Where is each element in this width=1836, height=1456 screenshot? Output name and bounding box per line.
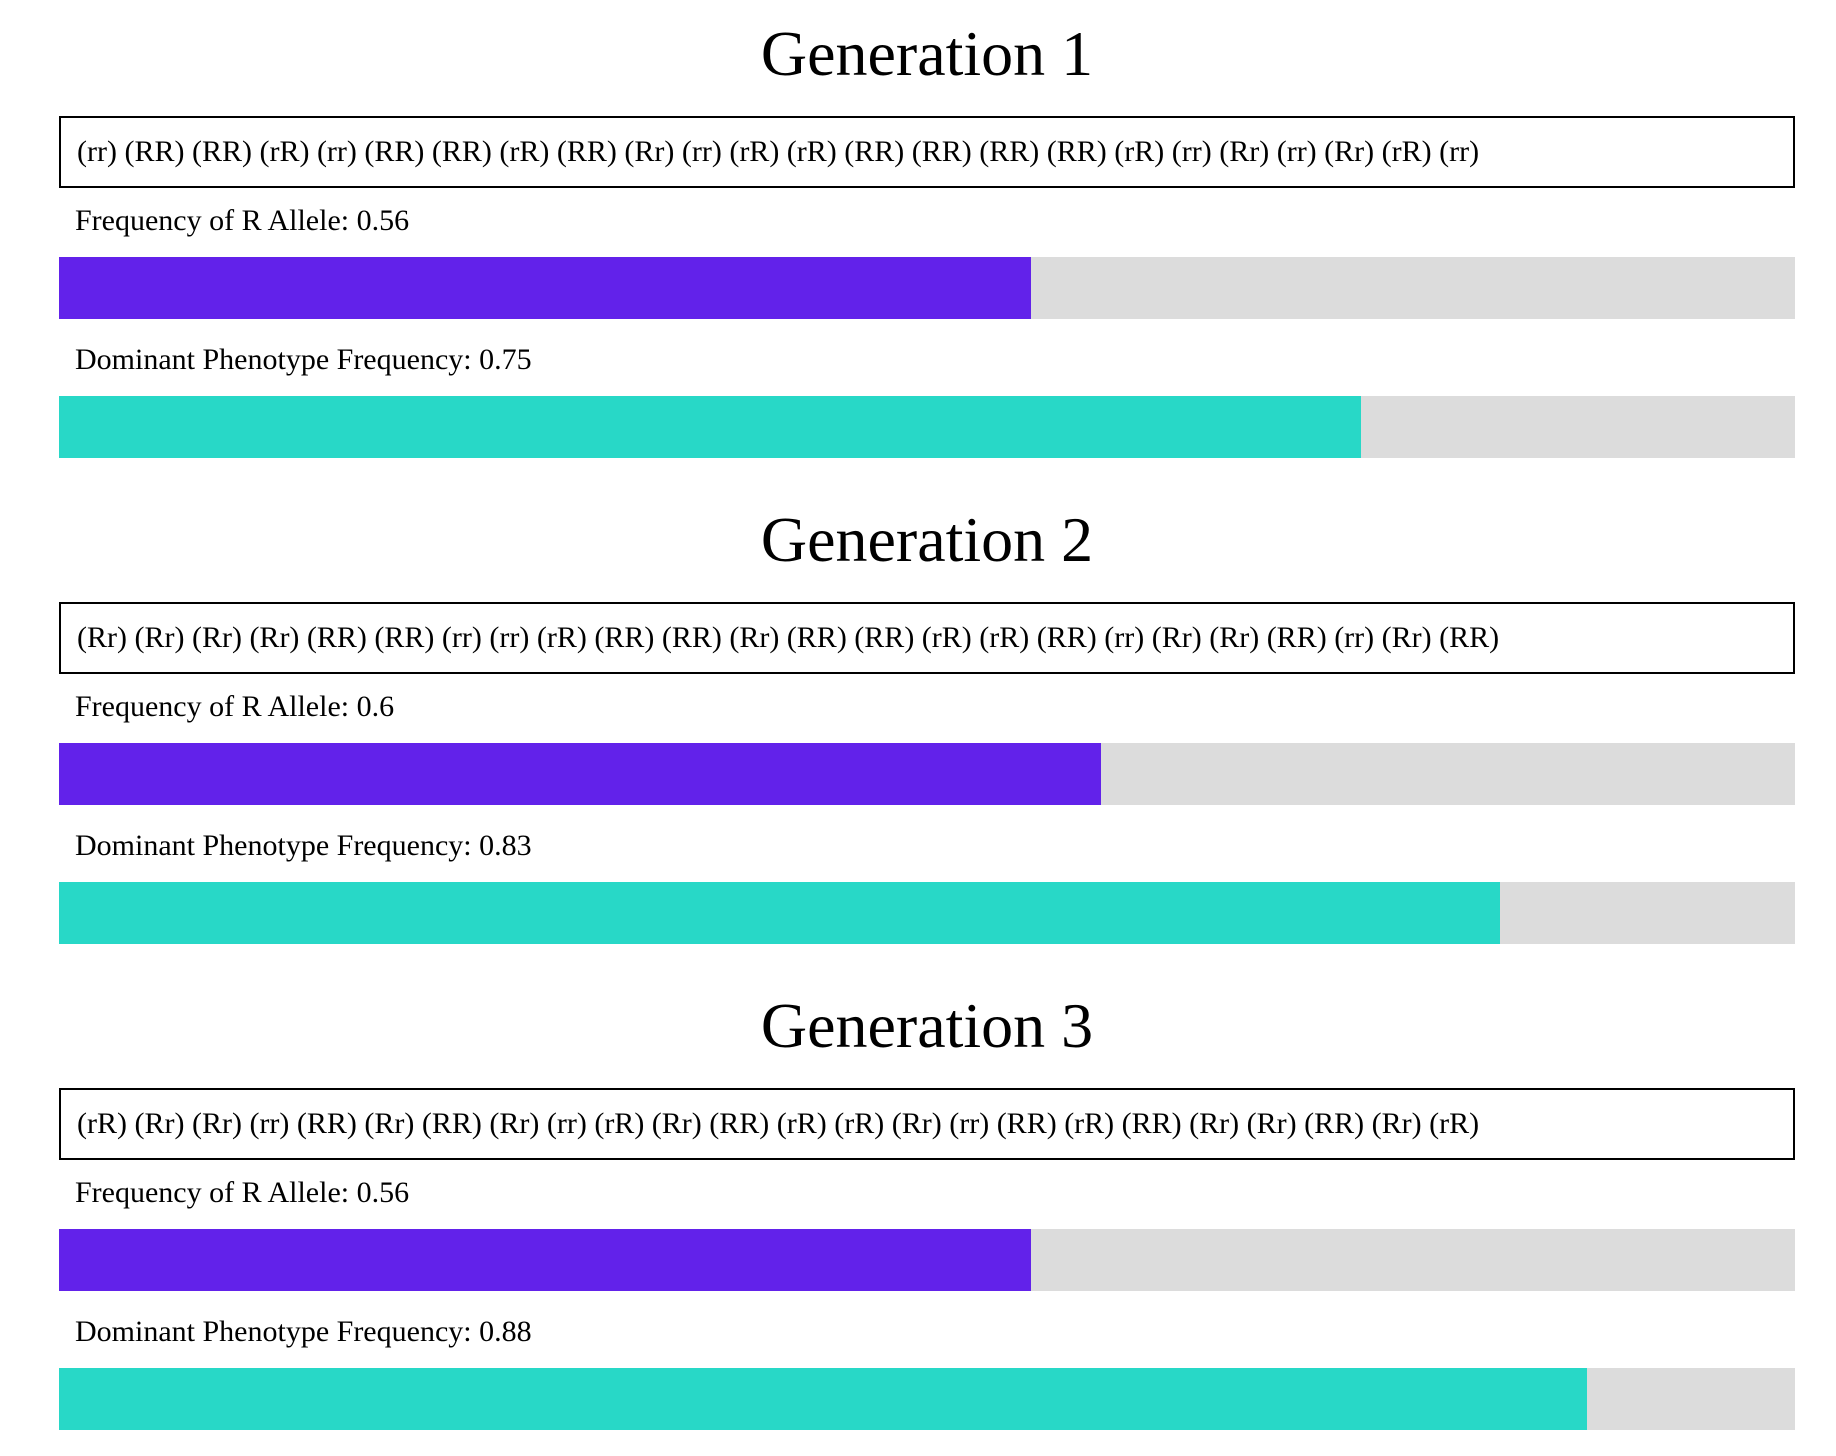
genotype-list: (rr) (RR) (RR) (rR) (rr) (RR) (RR) (rR) … <box>59 116 1795 188</box>
allele-frequency-bar <box>59 743 1795 805</box>
phenotype-frequency-bar <box>59 396 1795 458</box>
phenotype-frequency-label: Dominant Phenotype Frequency: 0.75 <box>75 343 532 376</box>
generation-title: Generation 3 <box>760 990 1094 1061</box>
allele-frequency-label: Frequency of R Allele: 0.56 <box>75 204 410 237</box>
allele-frequency-bar <box>59 257 1795 319</box>
allele-frequency-fill <box>59 1229 1032 1291</box>
phenotype-frequency-fill <box>59 1368 1587 1430</box>
phenotype-frequency-bar <box>59 1368 1795 1430</box>
allele-frequency-fill <box>59 257 1032 319</box>
generation-title: Generation 2 <box>760 504 1094 575</box>
genotype-list: (Rr) (Rr) (Rr) (Rr) (RR) (RR) (rr) (rr) … <box>59 602 1795 674</box>
phenotype-frequency-label: Dominant Phenotype Frequency: 0.83 <box>75 829 532 862</box>
phenotype-frequency-fill <box>59 882 1500 944</box>
allele-frequency-label: Frequency of R Allele: 0.6 <box>75 690 395 723</box>
phenotype-frequency-bar <box>59 882 1795 944</box>
generation-title: Generation 1 <box>760 18 1094 89</box>
allele-frequency-label: Frequency of R Allele: 0.56 <box>75 1176 410 1209</box>
allele-frequency-bar <box>59 1229 1795 1291</box>
genotype-list: (rR) (Rr) (Rr) (rr) (RR) (Rr) (RR) (Rr) … <box>59 1088 1795 1160</box>
phenotype-frequency-fill <box>59 396 1361 458</box>
allele-frequency-fill <box>59 743 1101 805</box>
phenotype-frequency-label: Dominant Phenotype Frequency: 0.88 <box>75 1315 532 1348</box>
